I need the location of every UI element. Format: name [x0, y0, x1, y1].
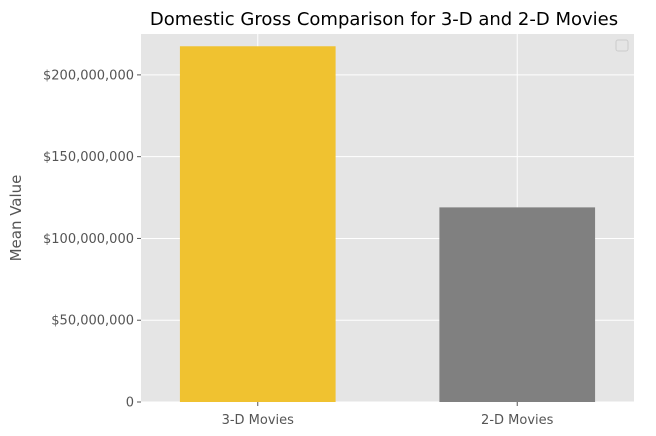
x-tick-label: 3-D Movies — [222, 413, 295, 428]
x-tick-label: 2-D Movies — [481, 413, 554, 428]
y-tick-label: 0 — [126, 396, 134, 411]
y-tick-label: $150,000,000 — [43, 150, 134, 165]
bar — [179, 46, 336, 403]
legend-box — [615, 39, 629, 52]
y-axis-label: Mean Value — [7, 175, 25, 262]
y-axis-ticks: 0 $50,000,000 $100,000,000 $150,000,000 $200… — [43, 68, 141, 411]
bar — [439, 207, 596, 402]
x-axis-ticks: 3-D Movies 2-D Movies — [222, 402, 554, 428]
chart-title: Domestic Gross Comparison for 3-D and 2-… — [150, 9, 618, 30]
y-tick-label: $100,000,000 — [43, 232, 134, 247]
bars — [179, 46, 596, 403]
y-tick-label: $200,000,000 — [43, 68, 134, 83]
y-tick-label: $50,000,000 — [51, 314, 134, 329]
legend — [615, 39, 629, 52]
